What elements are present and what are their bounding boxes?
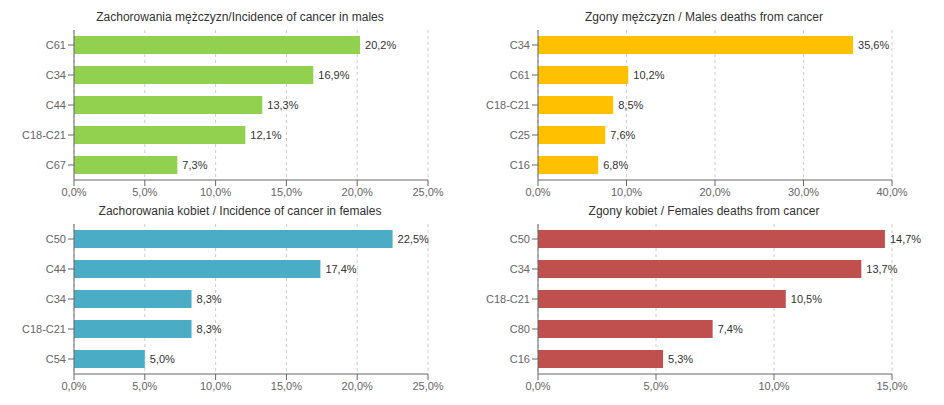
svg-text:14,7%: 14,7% xyxy=(890,233,921,245)
svg-text:15,0%: 15,0% xyxy=(876,380,907,392)
svg-text:C61: C61 xyxy=(46,39,66,51)
svg-text:25,0%: 25,0% xyxy=(412,380,443,392)
svg-text:8,3%: 8,3% xyxy=(197,323,222,335)
svg-text:C34: C34 xyxy=(46,293,66,305)
svg-text:7,6%: 7,6% xyxy=(610,129,635,141)
svg-text:12,1%: 12,1% xyxy=(250,129,281,141)
svg-text:10,0%: 10,0% xyxy=(200,380,231,392)
svg-text:C34: C34 xyxy=(46,69,66,81)
svg-text:20,2%: 20,2% xyxy=(365,39,396,51)
svg-text:C44: C44 xyxy=(46,263,66,275)
svg-text:C67: C67 xyxy=(46,159,66,171)
svg-text:C50: C50 xyxy=(46,233,66,245)
svg-text:8,3%: 8,3% xyxy=(197,293,222,305)
svg-text:C44: C44 xyxy=(46,99,66,111)
svg-text:C61: C61 xyxy=(510,69,530,81)
svg-text:10,0%: 10,0% xyxy=(611,186,642,198)
svg-text:0,0%: 0,0% xyxy=(61,186,86,198)
svg-text:7,4%: 7,4% xyxy=(718,323,743,335)
svg-text:10,5%: 10,5% xyxy=(791,293,822,305)
svg-text:C18-C21: C18-C21 xyxy=(22,323,66,335)
svg-text:10,0%: 10,0% xyxy=(758,380,789,392)
svg-text:5,3%: 5,3% xyxy=(668,353,693,365)
html-text:Zgony mężczyzn / Males deaths: Zgony mężczyzn / Males deaths from cance… xyxy=(585,10,823,24)
svg-text:15,0%: 15,0% xyxy=(271,186,302,198)
html-text:Zachorowania kobiet / Incidenc: Zachorowania kobiet / Incidence of cance… xyxy=(98,204,382,218)
svg-text:13,3%: 13,3% xyxy=(267,99,298,111)
svg-text:0,0%: 0,0% xyxy=(525,380,550,392)
svg-text:13,7%: 13,7% xyxy=(866,263,897,275)
svg-text:C80: C80 xyxy=(510,323,530,335)
svg-text:20,0%: 20,0% xyxy=(342,186,373,198)
svg-text:5,0%: 5,0% xyxy=(132,186,157,198)
svg-text:8,5%: 8,5% xyxy=(618,99,643,111)
svg-text:15,0%: 15,0% xyxy=(271,380,302,392)
svg-text:22,5%: 22,5% xyxy=(398,233,429,245)
svg-text:10,2%: 10,2% xyxy=(633,69,664,81)
svg-text:20,0%: 20,0% xyxy=(342,380,373,392)
svg-text:5,0%: 5,0% xyxy=(150,353,175,365)
svg-text:6,8%: 6,8% xyxy=(603,159,628,171)
svg-text:C16: C16 xyxy=(510,353,530,365)
svg-text:5,0%: 5,0% xyxy=(132,380,157,392)
svg-text:10,0%: 10,0% xyxy=(200,186,231,198)
svg-text:C54: C54 xyxy=(46,353,66,365)
svg-text:0,0%: 0,0% xyxy=(525,186,550,198)
svg-text:30,0%: 30,0% xyxy=(788,186,819,198)
svg-text:5,0%: 5,0% xyxy=(643,380,668,392)
svg-text:17,4%: 17,4% xyxy=(325,263,356,275)
svg-text:C18-C21: C18-C21 xyxy=(486,99,530,111)
svg-text:C18-C21: C18-C21 xyxy=(486,293,530,305)
svg-text:16,9%: 16,9% xyxy=(318,69,349,81)
svg-text:25,0%: 25,0% xyxy=(412,186,443,198)
svg-text:20,0%: 20,0% xyxy=(699,186,730,198)
html-text:Zgony kobiet / Females deaths: Zgony kobiet / Females deaths from cance… xyxy=(588,204,820,218)
svg-text:40,0%: 40,0% xyxy=(876,186,907,198)
html-text:Zachorowania mężczyzn/Incidenc: Zachorowania mężczyzn/Incidence of cance… xyxy=(96,10,384,24)
svg-text:C25: C25 xyxy=(510,129,530,141)
svg-text:C18-C21: C18-C21 xyxy=(22,129,66,141)
svg-text:35,6%: 35,6% xyxy=(858,39,889,51)
svg-text:C50: C50 xyxy=(510,233,530,245)
svg-text:C16: C16 xyxy=(510,159,530,171)
svg-text:C34: C34 xyxy=(510,263,530,275)
svg-text:0,0%: 0,0% xyxy=(61,380,86,392)
svg-text:C34: C34 xyxy=(510,39,530,51)
svg-text:7,3%: 7,3% xyxy=(182,159,207,171)
